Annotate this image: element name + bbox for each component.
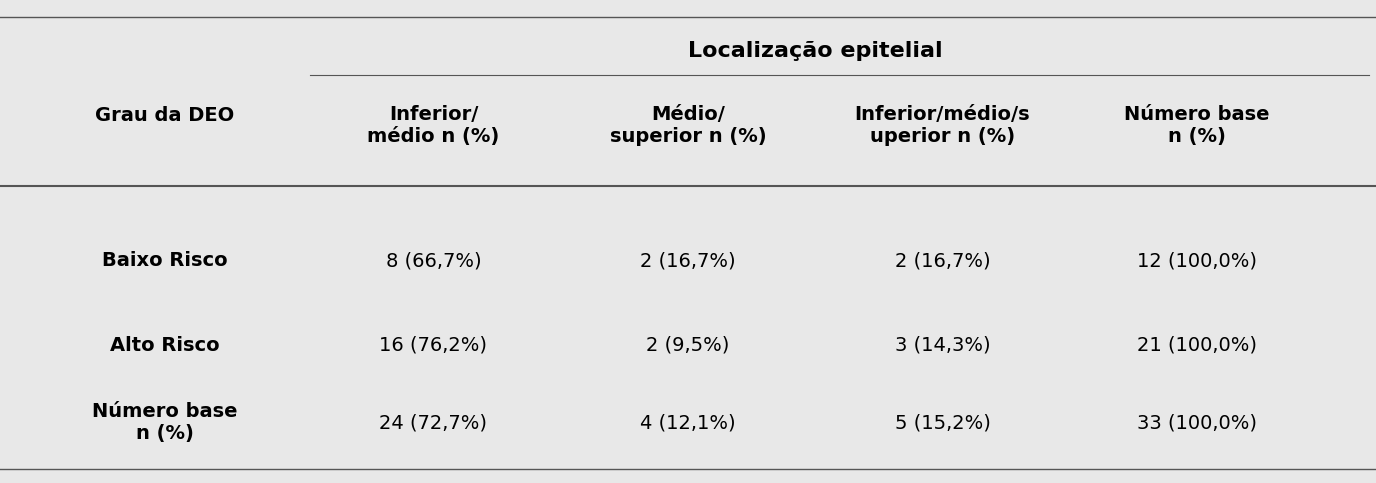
- Text: Baixo Risco: Baixo Risco: [102, 251, 228, 270]
- Text: Inferior/médio/s
uperior n (%): Inferior/médio/s uperior n (%): [854, 105, 1031, 146]
- Text: Número base
n (%): Número base n (%): [92, 402, 238, 443]
- Text: Médio/
superior n (%): Médio/ superior n (%): [610, 105, 766, 146]
- Text: 5 (15,2%): 5 (15,2%): [894, 413, 991, 432]
- Text: 21 (100,0%): 21 (100,0%): [1137, 336, 1258, 355]
- Text: Inferior/
médio n (%): Inferior/ médio n (%): [367, 105, 499, 146]
- Text: 4 (12,1%): 4 (12,1%): [640, 413, 736, 432]
- Text: Alto Risco: Alto Risco: [110, 336, 220, 355]
- Text: 2 (16,7%): 2 (16,7%): [894, 251, 991, 270]
- Text: 33 (100,0%): 33 (100,0%): [1137, 413, 1258, 432]
- Text: 16 (76,2%): 16 (76,2%): [380, 336, 487, 355]
- Text: 2 (9,5%): 2 (9,5%): [647, 336, 729, 355]
- Text: 2 (16,7%): 2 (16,7%): [640, 251, 736, 270]
- Text: 3 (14,3%): 3 (14,3%): [894, 336, 991, 355]
- Text: Número base
n (%): Número base n (%): [1124, 105, 1270, 146]
- Text: 8 (66,7%): 8 (66,7%): [385, 251, 482, 270]
- Text: Localização epitelial: Localização epitelial: [688, 41, 943, 61]
- Text: 12 (100,0%): 12 (100,0%): [1137, 251, 1258, 270]
- Text: Grau da DEO: Grau da DEO: [95, 106, 235, 126]
- Text: 24 (72,7%): 24 (72,7%): [380, 413, 487, 432]
